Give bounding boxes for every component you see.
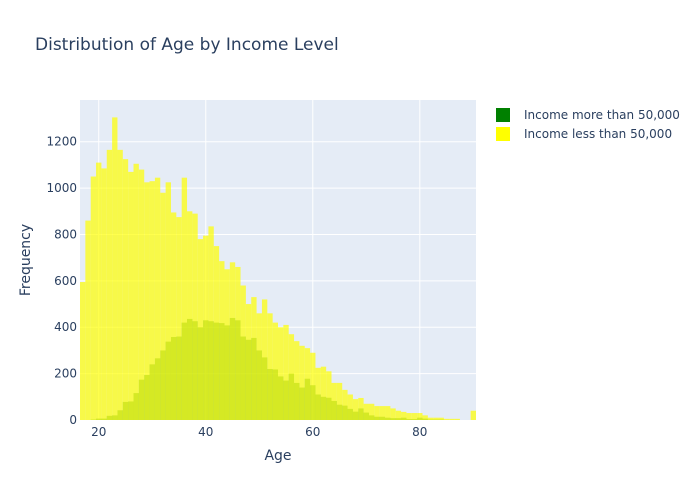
histogram-bar <box>428 418 433 420</box>
histogram-bar <box>353 399 358 420</box>
y-axis-ticks: 0 200 400 600 800 1000 1200 <box>46 135 77 427</box>
histogram-bar <box>117 150 122 420</box>
histogram-bar <box>251 297 256 420</box>
histogram-bar <box>337 383 342 420</box>
legend-label-income-less: Income less than 50,000 <box>524 127 672 141</box>
legend-item-income-less[interactable]: Income less than 50,000 <box>496 127 672 141</box>
x-axis-title: Age <box>264 448 291 464</box>
legend-swatch-yellow <box>496 127 510 141</box>
histogram-bar <box>241 286 246 420</box>
histogram-bar <box>112 117 117 420</box>
histogram-bar <box>439 418 444 420</box>
histogram-bar <box>315 368 320 420</box>
histogram-bar <box>385 406 390 420</box>
histogram-bar <box>214 246 219 420</box>
histogram-bar <box>182 178 187 420</box>
histogram-bar <box>257 313 262 420</box>
histogram-bar <box>289 334 294 420</box>
chart-title: Distribution of Age by Income Level <box>35 35 339 55</box>
histogram-bar <box>455 419 460 420</box>
histogram-bar <box>396 411 401 420</box>
histogram-bar <box>380 406 385 420</box>
histogram-bar <box>369 404 374 420</box>
histogram-bar <box>139 170 144 420</box>
histogram-bar <box>230 262 235 420</box>
histogram-bar <box>208 226 213 420</box>
histogram-bar <box>150 181 155 420</box>
histogram-bar <box>155 178 160 420</box>
histogram-bar <box>101 168 106 420</box>
histogram-bar <box>449 419 454 420</box>
histogram-bar <box>471 411 476 420</box>
histogram-bar <box>80 282 85 420</box>
legend[interactable]: Income more than 50,000 Income less than… <box>496 108 680 141</box>
histogram-bar <box>85 221 90 420</box>
x-axis-ticks: 20 40 60 80 <box>91 425 427 439</box>
histogram-bar <box>348 394 353 420</box>
histogram-bar <box>273 323 278 420</box>
histogram-bar <box>305 348 310 420</box>
histogram-bar <box>342 390 347 420</box>
histogram-bar <box>422 415 427 420</box>
histogram-bar <box>171 212 176 420</box>
x-tick-label: 40 <box>198 425 213 439</box>
histogram-bar <box>321 367 326 420</box>
histogram-bar <box>96 163 101 420</box>
histogram-bar <box>401 412 406 420</box>
histogram-bar <box>198 239 203 420</box>
histogram-bar <box>134 164 139 420</box>
histogram-bar <box>310 353 315 420</box>
histogram-bar <box>406 413 411 420</box>
histogram-bar <box>166 182 171 420</box>
histogram-bar <box>160 193 165 420</box>
y-tick-label: 600 <box>54 274 77 288</box>
y-tick-label: 200 <box>54 367 77 381</box>
y-tick-label: 800 <box>54 227 77 241</box>
histogram-bar <box>267 313 272 420</box>
y-axis-title: Frequency <box>18 224 34 296</box>
histogram-bar <box>374 406 379 420</box>
x-tick-label: 80 <box>412 425 427 439</box>
histogram-bar <box>203 236 208 420</box>
histogram-bar <box>444 419 449 420</box>
histogram-bar <box>278 327 283 420</box>
x-tick-label: 20 <box>91 425 106 439</box>
histogram-bar <box>123 159 128 420</box>
histogram-bar <box>299 346 304 420</box>
y-tick-label: 0 <box>69 413 77 427</box>
histogram-bar <box>246 304 251 420</box>
y-tick-label: 1200 <box>46 135 77 149</box>
histogram-bar <box>187 211 192 420</box>
histogram-bar <box>192 214 197 420</box>
histogram-bar <box>283 325 288 420</box>
histogram-bar <box>144 182 149 420</box>
histogram-bar <box>412 413 417 420</box>
histogram-bar <box>417 413 422 420</box>
histogram-bar <box>91 177 96 420</box>
legend-item-income-more[interactable]: Income more than 50,000 <box>496 108 680 122</box>
histogram-bar <box>294 341 299 420</box>
histogram-bar <box>390 408 395 420</box>
legend-label-income-more: Income more than 50,000 <box>524 108 680 122</box>
histogram-bar <box>262 299 267 420</box>
histogram-bar <box>128 172 133 420</box>
y-tick-label: 400 <box>54 320 77 334</box>
histogram-bar <box>176 217 181 420</box>
histogram-bar <box>364 404 369 420</box>
histogram-bar <box>433 418 438 420</box>
legend-swatch-green <box>496 108 510 122</box>
histogram-bar <box>235 267 240 420</box>
histogram-bar <box>107 150 112 420</box>
histogram-bar <box>219 261 224 420</box>
histogram-bar <box>332 383 337 420</box>
y-tick-label: 1000 <box>46 181 77 195</box>
histogram-bar <box>358 398 363 420</box>
x-tick-label: 60 <box>305 425 320 439</box>
histogram-bar <box>224 269 229 420</box>
histogram-bar <box>326 371 331 420</box>
